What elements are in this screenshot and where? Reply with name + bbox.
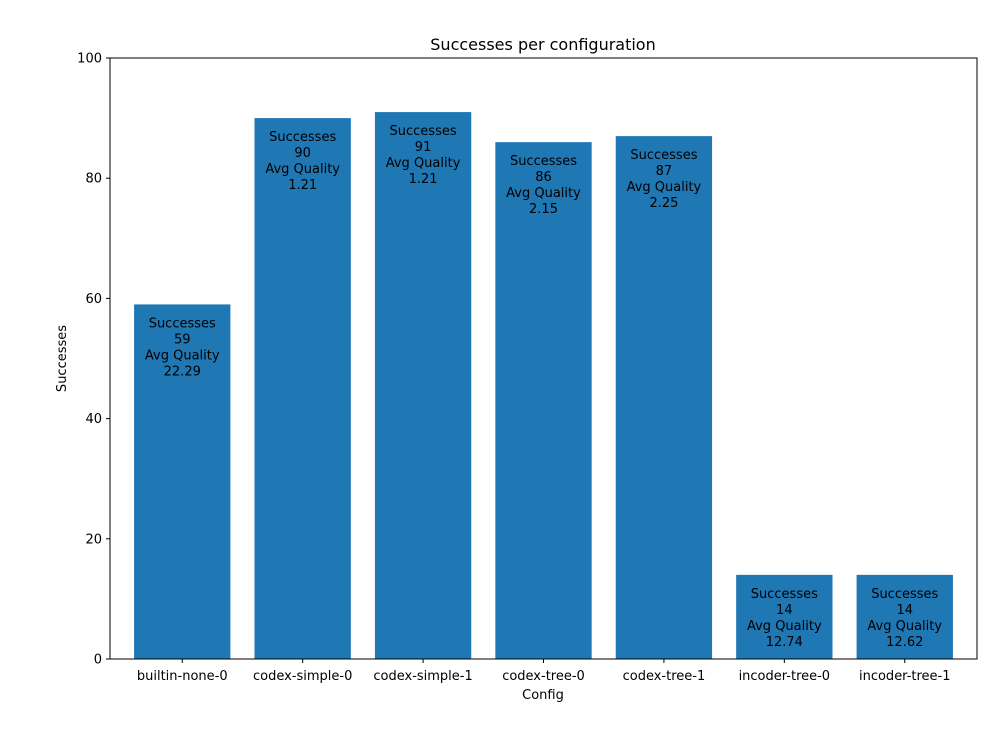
y-tick-label: 40 [85,412,102,427]
bar-label-successes-heading: Successes [630,148,697,163]
bar-label-avg-quality-value: 12.62 [886,635,923,650]
bar-label-successes-value: 87 [656,164,673,179]
x-axis: builtin-none-0 codex-simple-0 codex-simple… [137,659,951,684]
bar-label-avg-quality-heading: Avg Quality [145,348,220,363]
y-tick-label: 20 [85,532,102,547]
bar-label-successes-value: 86 [535,170,552,185]
bar-builtin-none-0 [134,304,231,659]
y-tick-label: 80 [85,172,102,187]
x-axis-label: Config [522,688,564,703]
bar-label-avg-quality-value: 1.21 [288,178,317,193]
bar-label-successes-value: 59 [174,332,191,347]
bar-label-successes-heading: Successes [751,587,818,602]
bar-codex-tree-0 [495,142,592,659]
x-tick-label: incoder-tree-0 [739,669,831,684]
bar-label-avg-quality-value: 12.74 [766,635,803,650]
y-axis-label: Successes [55,325,70,392]
y-tick-label: 60 [85,292,102,307]
bar-label-avg-quality-heading: Avg Quality [506,186,581,201]
x-tick-label: codex-simple-0 [253,669,352,684]
x-tick-label: codex-simple-1 [373,669,472,684]
bar-label-successes-heading: Successes [269,130,336,145]
bar-label-successes-heading: Successes [149,316,216,331]
bar-codex-simple-1 [374,112,472,660]
bar-label-successes-value: 14 [776,603,793,618]
y-axis: 0 20 40 60 80 100 [77,52,110,668]
bar-label-avg-quality-heading: Avg Quality [627,180,702,195]
x-tick-label: incoder-tree-1 [859,669,951,684]
bar-codex-tree-1 [615,136,713,659]
bar-incoder-tree-1 [856,574,953,659]
bar-label-successes-value: 91 [415,140,432,155]
bar-label-avg-quality-heading: Avg Quality [867,619,942,634]
bars-layer [134,112,953,660]
bar-label-successes-heading: Successes [510,154,577,169]
bar-label-successes-heading: Successes [871,587,938,602]
bar-label-avg-quality-value: 22.29 [164,364,201,379]
bar-label-successes-value: 14 [896,603,913,618]
x-tick-label: builtin-none-0 [137,669,228,684]
x-tick-label: codex-tree-0 [502,669,585,684]
x-tick-label: codex-tree-1 [623,669,706,684]
bar-label-successes-heading: Successes [390,124,457,139]
bar-label-avg-quality-value: 2.25 [649,196,678,211]
bar-label-avg-quality-value: 2.15 [529,202,558,217]
plot-frame [109,57,978,660]
bar-incoder-tree-0 [736,574,833,659]
chart-title: Successes per configuration [430,35,655,54]
bar-label-avg-quality-heading: Avg Quality [386,156,461,171]
y-tick-label: 0 [94,653,102,668]
bar-label-avg-quality-heading: Avg Quality [747,619,822,634]
bar-codex-simple-0 [254,118,351,660]
bar-label-avg-quality-value: 1.21 [409,172,438,187]
bar-label-successes-value: 90 [294,146,311,161]
y-tick-label: 100 [77,52,102,67]
bar-label-avg-quality-heading: Avg Quality [265,162,340,177]
